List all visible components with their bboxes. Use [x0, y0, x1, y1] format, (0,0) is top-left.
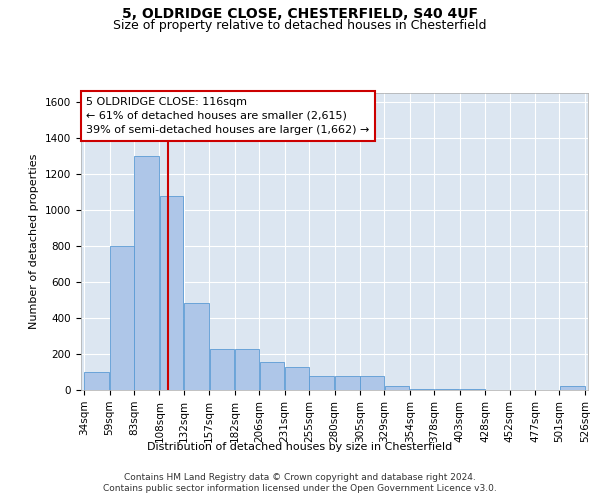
Y-axis label: Number of detached properties: Number of detached properties: [29, 154, 40, 329]
Bar: [134, 156, 159, 390]
Text: 5 OLDRIDGE CLOSE: 116sqm
← 61% of detached houses are smaller (2,615)
39% of sem: 5 OLDRIDGE CLOSE: 116sqm ← 61% of detach…: [86, 97, 370, 135]
Bar: [410, 389, 434, 390]
Bar: [361, 376, 384, 390]
Bar: [110, 246, 134, 390]
Bar: [160, 196, 184, 390]
Bar: [184, 304, 209, 390]
Bar: [460, 389, 485, 390]
Bar: [235, 348, 259, 390]
Bar: [385, 386, 409, 390]
Text: Distribution of detached houses by size in Chesterfield: Distribution of detached houses by size …: [148, 442, 452, 452]
Bar: [560, 386, 584, 390]
Bar: [285, 366, 308, 390]
Text: 5, OLDRIDGE CLOSE, CHESTERFIELD, S40 4UF: 5, OLDRIDGE CLOSE, CHESTERFIELD, S40 4UF: [122, 8, 478, 22]
Bar: [85, 372, 109, 390]
Bar: [260, 362, 284, 390]
Bar: [209, 348, 235, 390]
Bar: [434, 389, 460, 390]
Bar: [335, 376, 359, 390]
Text: Contains HM Land Registry data © Crown copyright and database right 2024.: Contains HM Land Registry data © Crown c…: [124, 472, 476, 482]
Text: Size of property relative to detached houses in Chesterfield: Size of property relative to detached ho…: [113, 18, 487, 32]
Text: Contains public sector information licensed under the Open Government Licence v3: Contains public sector information licen…: [103, 484, 497, 493]
Bar: [310, 376, 334, 390]
